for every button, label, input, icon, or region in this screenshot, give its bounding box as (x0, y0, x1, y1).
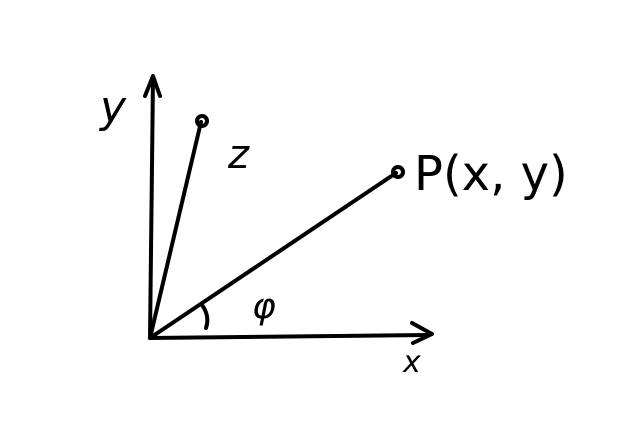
x-label: x (402, 345, 421, 380)
z-point (195, 114, 209, 128)
z-line (148, 120, 203, 340)
x-arrowhead (410, 321, 434, 345)
x-axis (148, 333, 430, 340)
p-point (391, 165, 405, 179)
angle-label: φ (252, 286, 276, 327)
y-arrowhead (143, 74, 162, 98)
y-label: y (98, 82, 127, 133)
y-axis (148, 76, 155, 340)
p-line (148, 171, 398, 340)
point-label: P(x, y) (414, 146, 568, 202)
angle-arc (200, 303, 210, 330)
z-label: z (227, 132, 250, 178)
